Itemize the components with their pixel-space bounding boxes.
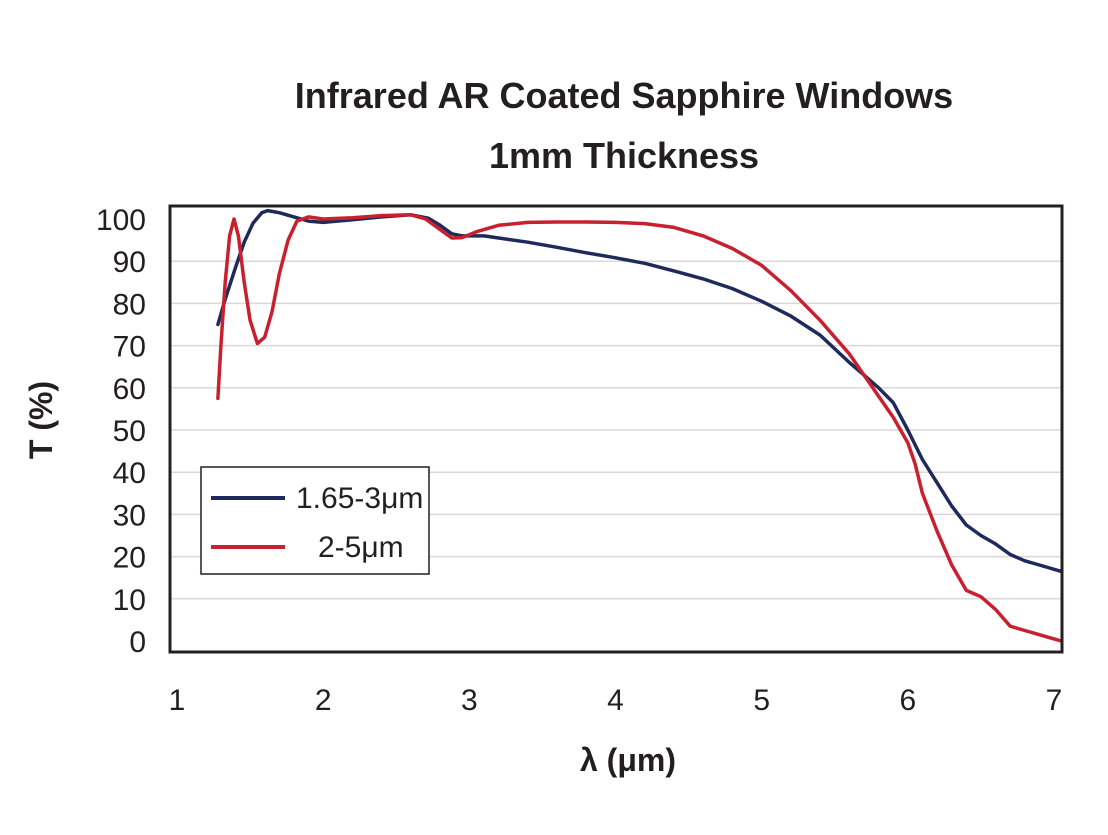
x-tick-labels: 1 2 3 4 5 6 7	[169, 684, 1063, 717]
y-tick-label-40: 40	[113, 457, 146, 490]
y-tick-label-60: 60	[113, 373, 146, 406]
y-tick-label-0: 0	[129, 626, 146, 659]
x-tick-label-2: 2	[315, 684, 332, 717]
legend: 1.65-3μm 2-5μm	[200, 466, 430, 575]
y-tick-label-70: 70	[113, 331, 146, 364]
series-line-2	[216, 213, 1064, 643]
y-tick-label-80: 80	[113, 288, 146, 321]
legend-label-series-2: 2-5μm	[318, 531, 404, 564]
x-tick-label-3: 3	[461, 684, 478, 717]
x-tick-label-1: 1	[169, 684, 186, 717]
y-tick-label-30: 30	[113, 499, 146, 532]
x-tick-label-4: 4	[607, 684, 624, 717]
x-tick-label-7: 7	[1046, 684, 1063, 717]
y-axis-label: T (%)	[23, 381, 59, 459]
chart-title-line-1: Infrared AR Coated Sapphire Windows	[295, 75, 953, 116]
chart-title-line-2: 1mm Thickness	[489, 135, 759, 176]
y-tick-label-10: 10	[113, 584, 146, 617]
y-tick-label-100: 100	[96, 204, 146, 237]
y-tick-labels: 0 10 20 30 40 50 60 70 80 90 100	[96, 204, 146, 659]
y-tick-label-50: 50	[113, 415, 146, 448]
legend-box	[200, 466, 430, 575]
plot-frame	[168, 204, 1064, 654]
legend-label-series-1: 1.65-3μm	[296, 482, 423, 515]
x-tick-label-6: 6	[899, 684, 916, 717]
x-tick-label-5: 5	[753, 684, 770, 717]
x-axis-label: λ (μm)	[580, 742, 676, 778]
y-tick-label-20: 20	[113, 542, 146, 575]
y-tick-label-90: 90	[113, 246, 146, 279]
series-line-1	[216, 208, 1064, 574]
series-lines	[216, 208, 1064, 643]
